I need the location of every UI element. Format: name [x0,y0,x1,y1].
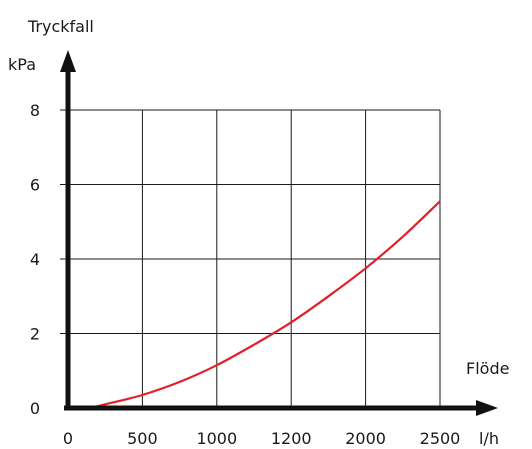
y-tick-label: 2 [30,325,40,344]
y-tick-label: 0 [30,399,40,418]
x-tick-label: 1200 [271,429,312,448]
y-axis-arrow [60,50,76,72]
pressure-drop-curve [90,200,441,410]
chart-title: Tryckfall [27,17,94,36]
x-axis-label: Flöde [466,359,509,378]
x-tick-label: 2500 [420,429,461,448]
x-tick-label: 0 [63,429,73,448]
x-tick-label: 1000 [196,429,237,448]
x-axis-arrow [476,400,498,416]
y-tick-label: 6 [30,176,40,195]
x-tick-labels: 0 500 1000 1200 2000 2500 [63,429,460,448]
x-tick-label: 2000 [345,429,386,448]
y-tick-label: 4 [30,250,40,269]
x-axis-unit: l/h [479,429,499,448]
x-tick-label: 500 [127,429,158,448]
grid-lines [60,109,441,408]
y-tick-label: 8 [30,101,40,120]
y-tick-labels: 0 2 4 6 8 [30,101,40,418]
y-axis-label: kPa [8,55,36,74]
